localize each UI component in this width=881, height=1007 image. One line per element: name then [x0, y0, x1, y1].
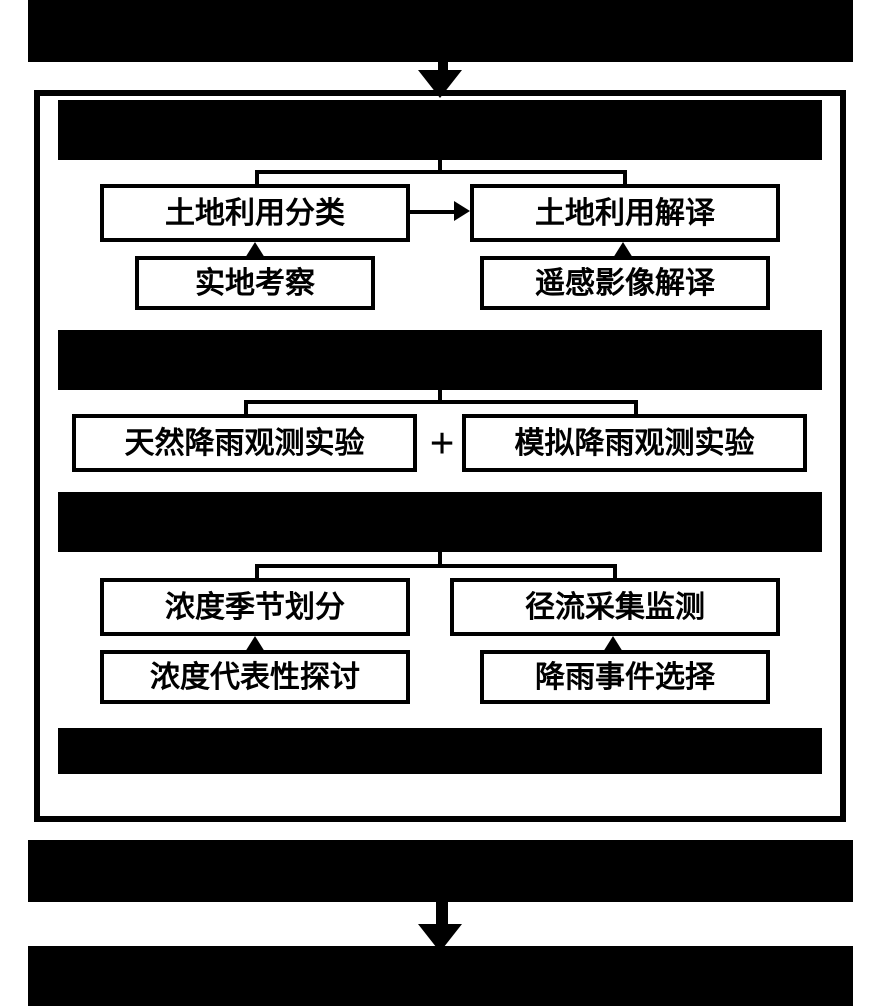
s1-left-bot: 实地考察: [135, 256, 375, 310]
s2-left: 天然降雨观测实验: [72, 414, 417, 472]
arrow-up-icon: [245, 242, 265, 258]
arrow-up-icon: [613, 242, 633, 258]
s3-left-top: 浓度季节划分: [100, 578, 410, 636]
connector: [634, 400, 638, 414]
s3-right-bot: 降雨事件选择: [480, 650, 770, 704]
mid-bar: [28, 840, 853, 902]
connector: [255, 564, 615, 568]
connector: [255, 170, 625, 174]
section1-header: [58, 100, 822, 160]
s1-right-top: 土地利用解译: [470, 184, 780, 242]
arrow-up-icon: [245, 636, 265, 652]
bridge-bar: [58, 728, 822, 774]
connector: [613, 564, 617, 578]
connector: [255, 170, 259, 184]
s3-right-top: 径流采集监测: [450, 578, 780, 636]
top-header-bar: [28, 0, 853, 62]
connector: [255, 564, 259, 578]
diagram-canvas: 土地利用分类 土地利用解译 实地考察 遥感影像解译 天然降雨观测实验 模拟降雨观…: [0, 0, 881, 1007]
connector: [410, 210, 456, 214]
arrow-up-icon: [603, 636, 623, 652]
bottom-bar: [28, 946, 853, 1006]
s2-right: 模拟降雨观测实验: [462, 414, 807, 472]
section2-header: [58, 330, 822, 390]
s1-right-bot: 遥感影像解译: [480, 256, 770, 310]
s3-left-bot: 浓度代表性探讨: [100, 650, 410, 704]
s1-left-top: 土地利用分类: [100, 184, 410, 242]
connector: [244, 400, 636, 404]
connector: [244, 400, 248, 414]
connector: [623, 170, 627, 184]
arrow-right-icon: [454, 201, 470, 221]
section3-header: [58, 492, 822, 552]
plus-icon: +: [422, 420, 462, 466]
